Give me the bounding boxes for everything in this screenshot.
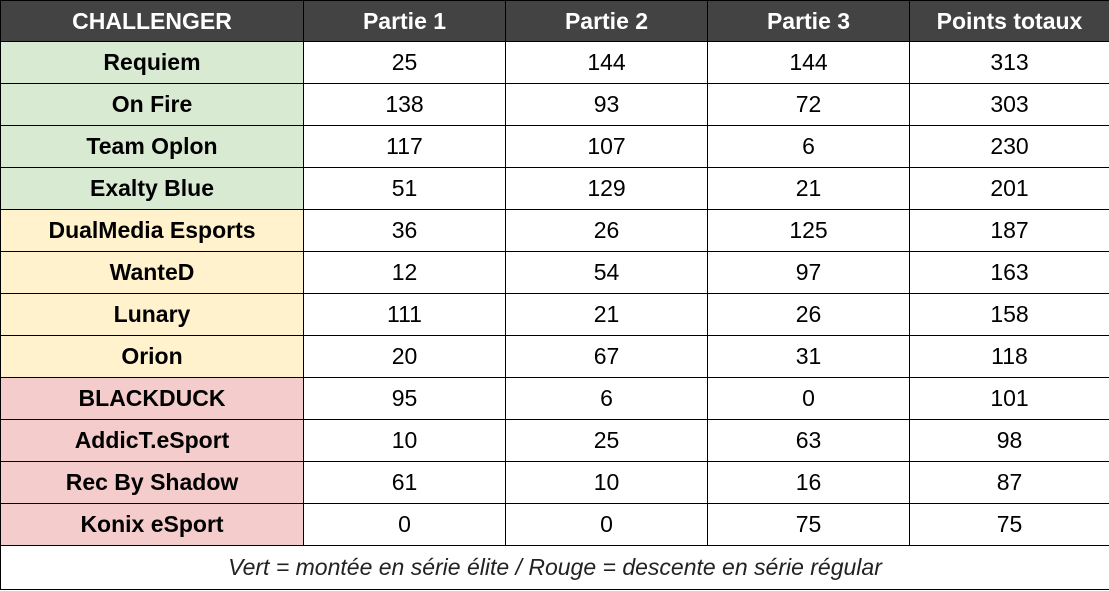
table-row: Konix eSport 0 0 75 75 xyxy=(0,503,1109,546)
game-3-points-cell: 26 xyxy=(707,293,910,336)
game-2-points-cell: 93 xyxy=(505,83,708,126)
header-game-2: Partie 2 xyxy=(505,0,708,42)
game-2-points-cell: 10 xyxy=(505,461,708,504)
game-2-points-cell: 25 xyxy=(505,419,708,462)
total-points-cell: 303 xyxy=(909,83,1109,126)
table-row: AddicT.eSport 10 25 63 98 xyxy=(0,419,1109,462)
total-points-cell: 187 xyxy=(909,209,1109,252)
game-1-points-cell: 12 xyxy=(303,251,506,294)
table-row: WanteD 12 54 97 163 xyxy=(0,251,1109,294)
table-row: On Fire 138 93 72 303 xyxy=(0,83,1109,126)
game-2-points-cell: 54 xyxy=(505,251,708,294)
total-points-cell: 163 xyxy=(909,251,1109,294)
team-name-cell: DualMedia Esports xyxy=(0,209,304,252)
total-points-cell: 98 xyxy=(909,419,1109,462)
game-3-points-cell: 97 xyxy=(707,251,910,294)
game-1-points-cell: 61 xyxy=(303,461,506,504)
team-name-cell: Rec By Shadow xyxy=(0,461,304,504)
game-2-points-cell: 107 xyxy=(505,125,708,168)
table-row: Orion 20 67 31 118 xyxy=(0,335,1109,378)
game-1-points-cell: 138 xyxy=(303,83,506,126)
team-name-cell: On Fire xyxy=(0,83,304,126)
game-2-points-cell: 6 xyxy=(505,377,708,420)
table-row: BLACKDUCK 95 6 0 101 xyxy=(0,377,1109,420)
game-2-points-cell: 0 xyxy=(505,503,708,546)
table-row: Team Oplon 117 107 6 230 xyxy=(0,125,1109,168)
game-3-points-cell: 125 xyxy=(707,209,910,252)
total-points-cell: 75 xyxy=(909,503,1109,546)
team-name-cell: WanteD xyxy=(0,251,304,294)
header-row: CHALLENGER Partie 1 Partie 2 Partie 3 Po… xyxy=(0,0,1109,42)
game-3-points-cell: 63 xyxy=(707,419,910,462)
game-3-points-cell: 75 xyxy=(707,503,910,546)
team-name-cell: AddicT.eSport xyxy=(0,419,304,462)
table-row: DualMedia Esports 36 26 125 187 xyxy=(0,209,1109,252)
game-1-points-cell: 51 xyxy=(303,167,506,210)
legend-row: Vert = montée en série élite / Rouge = d… xyxy=(0,545,1109,590)
game-3-points-cell: 16 xyxy=(707,461,910,504)
game-3-points-cell: 31 xyxy=(707,335,910,378)
game-2-points-cell: 129 xyxy=(505,167,708,210)
game-1-points-cell: 20 xyxy=(303,335,506,378)
team-name-cell: BLACKDUCK xyxy=(0,377,304,420)
game-2-points-cell: 21 xyxy=(505,293,708,336)
total-points-cell: 118 xyxy=(909,335,1109,378)
header-division: CHALLENGER xyxy=(0,0,304,42)
table-row: Lunary 111 21 26 158 xyxy=(0,293,1109,336)
game-3-points-cell: 6 xyxy=(707,125,910,168)
total-points-cell: 313 xyxy=(909,41,1109,84)
total-points-cell: 87 xyxy=(909,461,1109,504)
total-points-cell: 230 xyxy=(909,125,1109,168)
game-2-points-cell: 67 xyxy=(505,335,708,378)
game-3-points-cell: 0 xyxy=(707,377,910,420)
team-name-cell: Orion xyxy=(0,335,304,378)
game-1-points-cell: 25 xyxy=(303,41,506,84)
team-name-cell: Requiem xyxy=(0,41,304,84)
game-3-points-cell: 72 xyxy=(707,83,910,126)
team-name-cell: Konix eSport xyxy=(0,503,304,546)
game-2-points-cell: 144 xyxy=(505,41,708,84)
total-points-cell: 101 xyxy=(909,377,1109,420)
header-total-points: Points totaux xyxy=(909,0,1109,42)
team-name-cell: Team Oplon xyxy=(0,125,304,168)
legend-note: Vert = montée en série élite / Rouge = d… xyxy=(0,545,1109,590)
game-1-points-cell: 0 xyxy=(303,503,506,546)
total-points-cell: 158 xyxy=(909,293,1109,336)
table-row: Exalty Blue 51 129 21 201 xyxy=(0,167,1109,210)
game-3-points-cell: 21 xyxy=(707,167,910,210)
table-row: Rec By Shadow 61 10 16 87 xyxy=(0,461,1109,504)
team-name-cell: Lunary xyxy=(0,293,304,336)
total-points-cell: 201 xyxy=(909,167,1109,210)
game-1-points-cell: 117 xyxy=(303,125,506,168)
game-2-points-cell: 26 xyxy=(505,209,708,252)
game-3-points-cell: 144 xyxy=(707,41,910,84)
header-game-1: Partie 1 xyxy=(303,0,506,42)
table-row: Requiem 25 144 144 313 xyxy=(0,41,1109,84)
header-game-3: Partie 3 xyxy=(707,0,910,42)
game-1-points-cell: 10 xyxy=(303,419,506,462)
team-name-cell: Exalty Blue xyxy=(0,167,304,210)
game-1-points-cell: 111 xyxy=(303,293,506,336)
game-1-points-cell: 36 xyxy=(303,209,506,252)
game-1-points-cell: 95 xyxy=(303,377,506,420)
